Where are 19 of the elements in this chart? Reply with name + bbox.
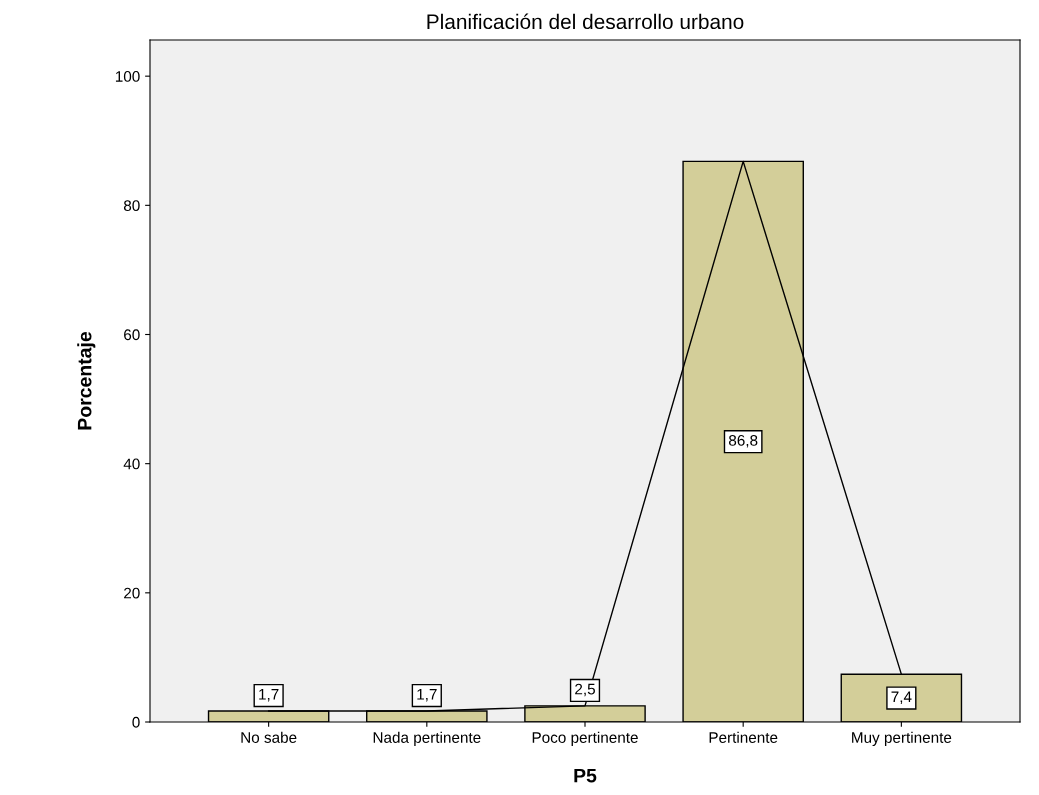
y-tick-label: 80 [123, 200, 140, 212]
x-axis-title: P5 [574, 768, 597, 783]
data-label: 1,7 [259, 689, 279, 702]
x-tick-label: Pertinente [709, 731, 778, 743]
data-label: 7,4 [891, 691, 912, 705]
data-label: 1,7 [417, 689, 437, 702]
x-tick-label: Nada pertinente [373, 731, 481, 746]
y-tick-label: 40 [123, 458, 140, 470]
x-tick-label: Muy pertinente [852, 731, 952, 746]
x-tick-label: No sabe [241, 731, 297, 743]
x-tick-label: Poco pertinente [532, 731, 638, 746]
y-axis-title: Porcentaje [77, 331, 96, 430]
y-tick-label: 20 [124, 587, 140, 599]
chart-title: Planificación del desarrollo urbano [427, 13, 744, 30]
data-label: 2,5 [575, 683, 595, 697]
data-label: 86,8 [728, 434, 758, 448]
y-tick-label: 0 [132, 716, 140, 728]
y-tick-label: 60 [124, 329, 140, 341]
y-tick-label: 100 [115, 71, 140, 82]
